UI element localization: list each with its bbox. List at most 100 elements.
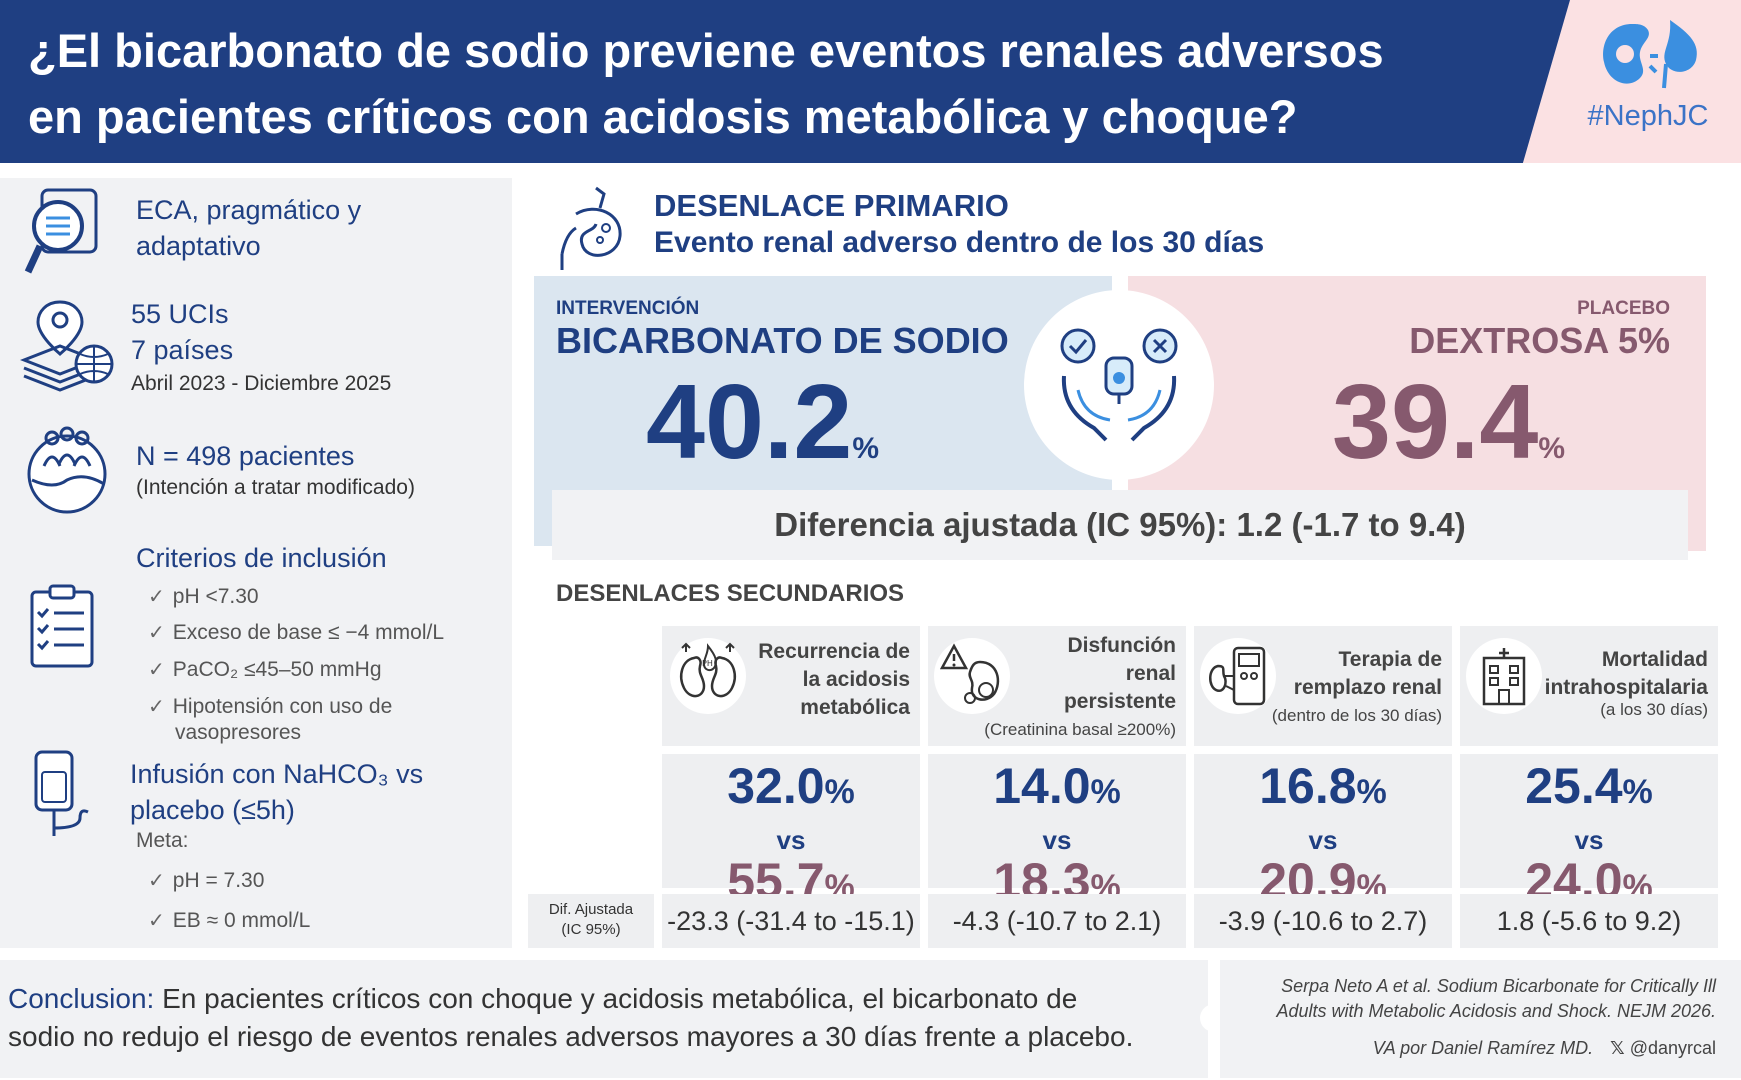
brand-hashtag: #NephJC bbox=[1587, 100, 1709, 132]
x-logo-icon: 𝕏 bbox=[1610, 1038, 1625, 1058]
check-icon: ✓ bbox=[148, 870, 165, 892]
title-line-2: en pacientes críticos con acidosis metab… bbox=[28, 90, 1298, 143]
secondary-4-values: 25.4% vs 24.0% bbox=[1460, 754, 1718, 909]
meta-2-text: EB ≈ 0 mmol/L bbox=[172, 909, 311, 932]
meta-1-text: pH = 7.30 bbox=[172, 869, 265, 892]
secondary-2-value-a: 14.0 bbox=[993, 758, 1091, 814]
secondary-4-title-line-2: intrahospitalaria bbox=[1544, 676, 1708, 699]
criterion-3-text: PaCO₂ ≤45–50 mmHg bbox=[172, 658, 382, 681]
title-line-1: ¿El bicarbonato de sodio previene evento… bbox=[28, 24, 1384, 77]
secondary-1-vs: vs bbox=[776, 825, 806, 855]
secondary-outcomes-label: DESENLACES SECUNDARIOS bbox=[556, 580, 905, 607]
placebo-name: DEXTROSA 5% bbox=[1409, 320, 1670, 361]
conclusion-text-line-1: En pacientes críticos con choque y acido… bbox=[154, 983, 1078, 1014]
intervention-name: BICARBONATO DE SODIO bbox=[556, 320, 1009, 361]
page-title: ¿El bicarbonato de sodio previene evento… bbox=[28, 18, 1528, 150]
criterion-3: ✓ PaCO₂ ≤45–50 mmHg bbox=[148, 655, 382, 685]
criterion-4: ✓ Hipotensión con uso de bbox=[148, 692, 392, 722]
secondary-3-value-a: 16.8 bbox=[1259, 758, 1357, 814]
secondary-4-diff: 1.8 (-5.6 to 9.2) bbox=[1460, 894, 1718, 948]
primary-adjusted-difference: Diferencia ajustada (IC 95%): 1.2 (-1.7 … bbox=[552, 490, 1688, 560]
secondary-1-title-line-1: Recurrencia de bbox=[758, 640, 910, 663]
secondary-4-vs: vs bbox=[1574, 825, 1604, 855]
intervention-value-pct: % bbox=[852, 432, 879, 465]
sites-count: 55 UCIs bbox=[131, 299, 229, 329]
adjusted-difference-label: Dif. Ajustada (IC 95%) bbox=[528, 894, 654, 948]
secondary-4-title-line-1: Mortalidad bbox=[1601, 648, 1708, 671]
conclusion-label: Conclusion: bbox=[8, 983, 155, 1014]
criterion-2-text: Exceso de base ≤ −4 mmol/L bbox=[172, 621, 445, 644]
criterion-2: ✓ Exceso de base ≤ −4 mmol/L bbox=[148, 618, 444, 648]
meta-2: ✓ EB ≈ 0 mmol/L bbox=[148, 906, 310, 936]
secondary-4-note: (a los 30 días) bbox=[1600, 700, 1708, 719]
secondary-2-title-line-2: renal bbox=[1125, 662, 1176, 685]
svg-text:PH: PH bbox=[702, 659, 713, 668]
primary-outcome-description: Evento renal adverso dentro de los 30 dí… bbox=[654, 226, 1265, 259]
map-pin-globe-icon bbox=[20, 300, 114, 392]
intervention-label: INTERVENCIÓN bbox=[556, 298, 700, 319]
check-icon: ✓ bbox=[148, 696, 165, 718]
intervention-value-number: 40.2 bbox=[646, 363, 853, 481]
secondary-3-pct-a: % bbox=[1356, 773, 1387, 811]
secondary-1-title-line-3: metabólica bbox=[800, 696, 910, 719]
criterion-4-cont: vasopresores bbox=[175, 721, 302, 744]
placebo-label: PLACEBO bbox=[1577, 298, 1670, 319]
conclusion-text: Conclusion: En pacientes críticos con ch… bbox=[8, 980, 1198, 1056]
adjusted-difference-label-line-1: Dif. Ajustada bbox=[548, 901, 634, 918]
secondary-3-title-line-2: remplazo renal bbox=[1293, 676, 1442, 699]
iv-bag-icon bbox=[34, 750, 89, 836]
secondary-2-title-line-1: Disfunción bbox=[1067, 634, 1177, 657]
check-icon: ✓ bbox=[148, 586, 165, 608]
secondary-3-title: Terapia de remplazo renal bbox=[1276, 646, 1442, 702]
sample-size-note: (Intención a tratar modificado) bbox=[136, 476, 415, 499]
secondary-3-note: (dentro de los 30 días) bbox=[1271, 706, 1442, 725]
citation-line-2: Adults with Metabolic Acidosis and Shock… bbox=[1276, 1001, 1716, 1021]
author: VA por Daniel Ramírez MD. bbox=[1372, 1038, 1594, 1058]
secondary-4-pct-a: % bbox=[1622, 773, 1653, 811]
sample-size: N = 498 pacientes bbox=[136, 441, 355, 471]
hospital-icon bbox=[1482, 648, 1526, 706]
citation: Serpa Neto A et al. Sodium Bicarbonate f… bbox=[1226, 974, 1716, 1024]
secondary-1-value-a: 32.0 bbox=[727, 758, 825, 814]
ph-kidney-icon: PH bbox=[680, 642, 736, 698]
infusion-text: Infusión con NaHCO₃ vs placebo (≤5h) bbox=[130, 756, 423, 828]
criterion-1: ✓ pH <7.30 bbox=[148, 582, 259, 612]
sites-text: 55 UCIs 7 países bbox=[131, 296, 233, 368]
design-line-2: adaptativo bbox=[136, 231, 261, 261]
conclusion-text-line-2: sodio no redujo el riesgo de eventos ren… bbox=[8, 1021, 1134, 1052]
secondary-2-values: 14.0% vs 18.3% bbox=[928, 754, 1186, 909]
design-text: ECA, pragmático y adaptativo bbox=[136, 192, 361, 264]
secondary-3-values: 16.8% vs 20.9% bbox=[1194, 754, 1452, 909]
reference-box bbox=[1220, 960, 1741, 1078]
secondary-1-values: 32.0% vs 55.7% bbox=[662, 754, 920, 909]
secondary-3-vs: vs bbox=[1308, 825, 1338, 855]
kidney-hand-icon bbox=[560, 186, 622, 270]
secondary-1-pct-a: % bbox=[824, 773, 855, 811]
criterion-4-text: Hipotensión con uso de bbox=[172, 695, 393, 718]
inclusion-criteria-title: Criterios de inclusión bbox=[136, 543, 387, 573]
meta-1: ✓ pH = 7.30 bbox=[148, 866, 264, 896]
check-icon: ✓ bbox=[148, 659, 165, 681]
study-details-panel bbox=[0, 178, 512, 948]
secondary-2-note: (Creatinina basal ≥200%) bbox=[984, 720, 1176, 739]
countries-count: 7 países bbox=[131, 335, 234, 365]
people-globe-icon bbox=[27, 426, 107, 514]
hands-iv-icon bbox=[1060, 328, 1178, 442]
clipboard-checklist-icon bbox=[30, 584, 94, 668]
secondary-2-diff: -4.3 (-10.7 to 2.1) bbox=[928, 894, 1186, 948]
dialysis-machine-icon bbox=[1209, 646, 1266, 706]
twitter-handle[interactable]: @danyrcal bbox=[1629, 1038, 1716, 1058]
conclusion-box bbox=[0, 960, 1208, 1078]
secondary-2-title: Disfunción renal persistente bbox=[1010, 632, 1176, 716]
warning-kidney-icon bbox=[940, 643, 1000, 704]
check-icon: ✓ bbox=[148, 910, 165, 932]
meta-label: Meta: bbox=[136, 829, 189, 852]
infusion-line-2: placebo (≤5h) bbox=[130, 795, 295, 825]
infusion-line-1: Infusión con NaHCO₃ vs bbox=[130, 759, 424, 789]
secondary-3-diff: -3.9 (-10.6 to 2.7) bbox=[1194, 894, 1452, 948]
criterion-1-text: pH <7.30 bbox=[172, 585, 259, 608]
secondary-4-value-a: 25.4 bbox=[1525, 758, 1623, 814]
study-dates: Abril 2023 - Diciembre 2025 bbox=[131, 372, 392, 395]
kidney-drop-icon bbox=[1662, 20, 1697, 89]
adjusted-difference-label-line-2: (IC 95%) bbox=[561, 921, 621, 938]
